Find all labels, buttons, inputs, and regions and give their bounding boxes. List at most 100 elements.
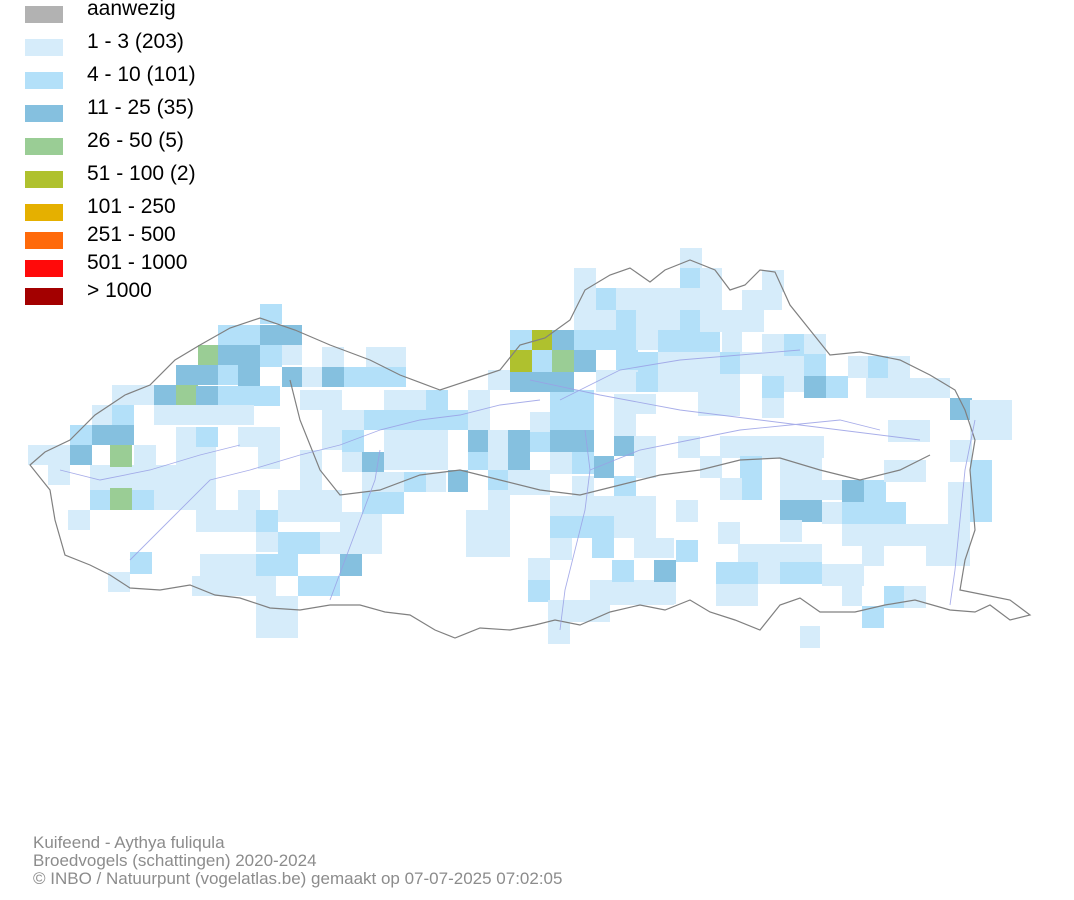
legend-swatch: [25, 204, 63, 221]
map-cell: [218, 325, 260, 345]
map-cell: [362, 492, 404, 514]
legend-swatch: [25, 171, 63, 188]
map-cell: [738, 544, 822, 566]
map-cell: [762, 398, 784, 418]
legend-label: > 1000: [87, 279, 152, 302]
map-cell: [592, 516, 614, 558]
map-cell: [842, 502, 906, 524]
map-cell: [256, 554, 298, 576]
map-cell: [256, 616, 298, 638]
map-cell: [612, 560, 634, 582]
legend-swatch: [25, 288, 63, 305]
map-cell: [448, 470, 468, 492]
map-cell: [970, 460, 992, 522]
map-cell: [384, 390, 426, 410]
map-cell: [758, 562, 780, 584]
legend-item: > 1000: [25, 280, 265, 306]
footer-species: Kuifeend - Aythya fuliqula: [33, 833, 225, 852]
map-cell: [592, 496, 614, 518]
map-cell: [888, 420, 930, 442]
map-cell: [826, 376, 848, 398]
map-grid-cells: [28, 248, 1012, 648]
legend-item: 11 - 25 (35): [25, 97, 265, 123]
map-cell: [634, 582, 676, 604]
map-cell: [596, 288, 618, 310]
map-cell: [90, 465, 210, 490]
map-cell: [888, 356, 910, 378]
map-cell: [260, 345, 282, 367]
map-cell: [784, 334, 806, 356]
map-cell: [848, 356, 870, 378]
map-cell: [698, 372, 740, 416]
map-cell: [192, 576, 276, 596]
legend-label: 26 - 50 (5): [87, 129, 184, 152]
footer-dataset: Broedvogels (schattingen) 2020-2024: [33, 851, 317, 870]
map-cell: [614, 436, 636, 456]
map-cell: [550, 538, 572, 560]
map-cell: [926, 544, 970, 566]
legend-swatch: [25, 72, 63, 89]
map-cell: [614, 414, 636, 436]
language-border: [289, 379, 931, 496]
map-cell: [574, 350, 596, 372]
map-cell: [488, 500, 510, 532]
map-cell: [740, 478, 762, 500]
map-cell: [722, 310, 742, 330]
map-cell: [404, 472, 426, 492]
map-cell: [468, 390, 490, 410]
legend-label: 1 - 3 (203): [87, 30, 184, 53]
canal-albert: [529, 379, 921, 441]
legend-swatch: [25, 6, 63, 23]
river-scheldt: [129, 399, 541, 561]
map-cell: [238, 427, 280, 447]
map-cell: [48, 465, 70, 485]
map-cell: [488, 430, 510, 470]
legend-label: 251 - 500: [87, 223, 176, 246]
map-cell: [596, 370, 638, 392]
river-maas: [949, 419, 976, 606]
river-nete: [559, 349, 801, 401]
map-cell: [780, 458, 822, 478]
map-cell: [176, 365, 218, 385]
map-cell: [740, 456, 762, 478]
map-cell: [130, 552, 152, 574]
map-cell: [342, 430, 364, 452]
map-cell: [614, 476, 636, 498]
map-cell: [364, 410, 468, 430]
map-cell: [594, 456, 614, 478]
map-cell: [362, 452, 384, 472]
map-cell: [548, 600, 570, 622]
map-cell: [384, 430, 448, 470]
map-cell: [742, 290, 782, 310]
map-cell: [552, 330, 574, 350]
map-cell: [548, 622, 570, 644]
map-cell: [260, 304, 282, 324]
map-cell: [90, 490, 112, 510]
map-cell: [110, 445, 132, 467]
map-cell: [530, 412, 550, 432]
map-cell: [862, 544, 884, 566]
map-cell: [260, 325, 302, 345]
map-cell: [68, 510, 90, 530]
flanders-outline: [29, 259, 1032, 639]
map-cell: [530, 430, 550, 452]
map-cell: [340, 512, 382, 534]
map-cell: [716, 584, 758, 606]
map-cell: [636, 372, 658, 392]
map-cell: [196, 510, 256, 532]
map-cell: [342, 452, 362, 472]
map-cell: [574, 330, 616, 350]
map-cell: [616, 330, 638, 352]
map-cell: [510, 350, 532, 372]
legend-label: 101 - 250: [87, 195, 176, 218]
map-cell: [550, 452, 572, 474]
river-dijle: [559, 429, 591, 631]
legend-item: 4 - 10 (101): [25, 64, 265, 90]
map-cell: [822, 502, 842, 524]
map-cell: [528, 558, 550, 580]
map-cell: [572, 452, 594, 474]
map-cell: [722, 330, 742, 352]
map-cell: [804, 376, 826, 398]
map-cell: [720, 352, 742, 374]
